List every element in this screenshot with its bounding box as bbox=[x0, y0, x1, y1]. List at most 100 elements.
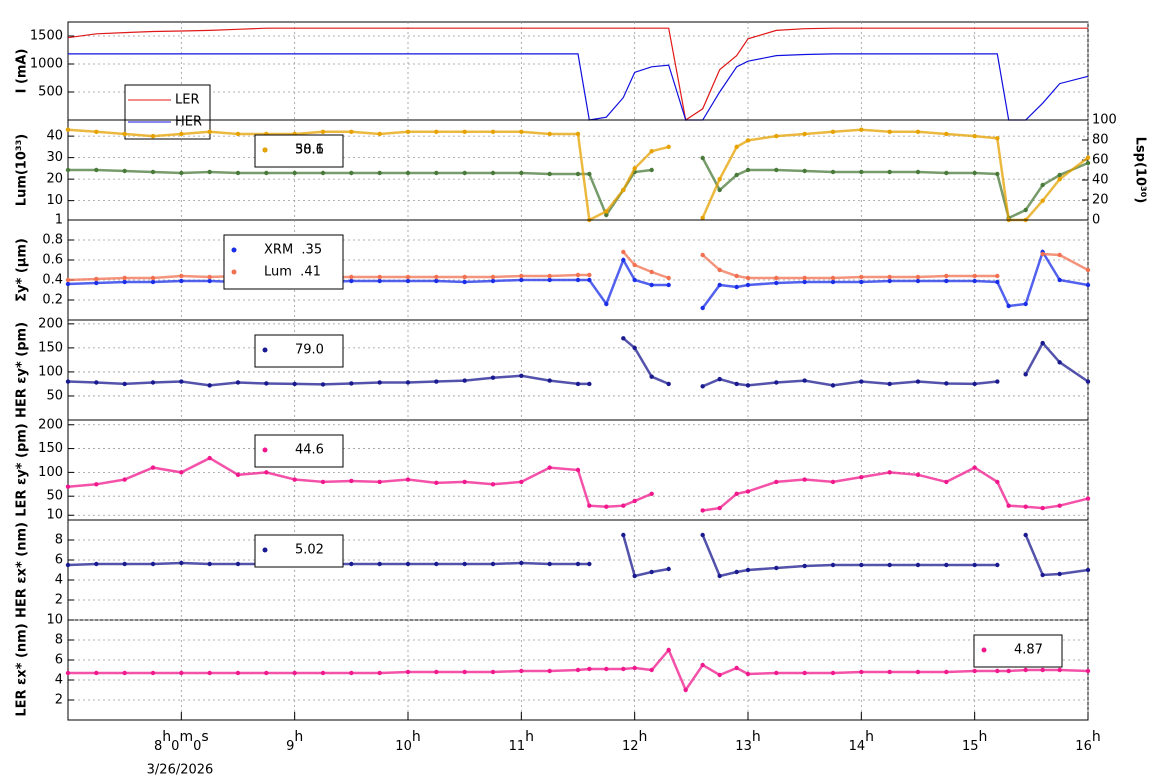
data-point bbox=[1040, 251, 1045, 257]
data-point bbox=[179, 278, 184, 284]
data-point bbox=[666, 566, 671, 572]
data-point bbox=[179, 273, 184, 279]
data-point bbox=[734, 569, 739, 575]
data-point bbox=[887, 278, 892, 284]
y-tick-label: 1 bbox=[55, 213, 63, 228]
legend-box bbox=[254, 434, 344, 468]
data-point bbox=[150, 279, 156, 285]
legend-marker bbox=[262, 147, 268, 153]
data-point bbox=[575, 381, 581, 387]
data-point bbox=[490, 129, 496, 135]
data-point bbox=[1057, 360, 1062, 365]
data-point bbox=[734, 273, 739, 279]
data-point bbox=[717, 573, 722, 579]
data-point bbox=[122, 561, 127, 567]
data-point bbox=[1023, 667, 1028, 673]
data-point bbox=[150, 275, 156, 281]
data-point bbox=[915, 669, 921, 675]
data-point bbox=[320, 479, 326, 485]
data-point bbox=[292, 381, 297, 387]
data-point bbox=[859, 669, 864, 675]
data-point bbox=[462, 479, 467, 485]
data-point bbox=[65, 484, 71, 489]
data-point bbox=[462, 561, 467, 567]
data-point bbox=[649, 148, 654, 154]
data-point bbox=[587, 171, 592, 177]
x-tick-label: 16h bbox=[1075, 729, 1100, 754]
data-point bbox=[1057, 667, 1062, 673]
data-point bbox=[292, 170, 297, 176]
data-point bbox=[587, 381, 592, 387]
data-point bbox=[349, 670, 354, 676]
data-point bbox=[944, 131, 949, 137]
data-point bbox=[632, 573, 637, 579]
data-point bbox=[1085, 567, 1091, 573]
y-axis-label: HER εx* (nm) bbox=[15, 522, 30, 618]
data-point bbox=[717, 187, 722, 193]
legend-label: 79.0 bbox=[295, 343, 324, 358]
x-tick-label: 13h bbox=[735, 729, 760, 754]
data-point bbox=[972, 562, 977, 568]
data-point bbox=[207, 129, 212, 135]
data-point bbox=[1023, 504, 1028, 509]
data-point bbox=[830, 670, 836, 676]
data-point bbox=[802, 168, 807, 174]
data-point bbox=[859, 279, 864, 285]
y2-tick-label: 60 bbox=[1092, 153, 1109, 168]
data-point bbox=[944, 562, 949, 568]
data-point bbox=[462, 170, 467, 176]
data-point bbox=[377, 170, 382, 176]
data-point bbox=[587, 561, 592, 567]
y-tick-label: 150 bbox=[38, 441, 63, 456]
data-point bbox=[859, 169, 864, 175]
data-point bbox=[734, 665, 739, 671]
data-point bbox=[434, 480, 439, 486]
x-tick-label: 14h bbox=[849, 729, 874, 754]
data-point bbox=[1057, 503, 1062, 508]
y-tick-label: 150 bbox=[38, 340, 63, 355]
data-point bbox=[887, 274, 892, 280]
data-point bbox=[745, 383, 751, 388]
y2-tick-label: 100 bbox=[1092, 113, 1117, 128]
data-point bbox=[264, 381, 269, 386]
data-point bbox=[774, 133, 779, 139]
data-point bbox=[632, 166, 637, 171]
data-point bbox=[434, 561, 439, 567]
data-point bbox=[377, 670, 382, 676]
data-point bbox=[1006, 503, 1011, 508]
data-point bbox=[405, 129, 411, 135]
data-point bbox=[717, 282, 722, 288]
data-point bbox=[150, 380, 156, 385]
data-point bbox=[717, 267, 722, 273]
data-point bbox=[377, 380, 382, 385]
legend-box bbox=[973, 634, 1063, 668]
data-point bbox=[700, 305, 705, 311]
data-point bbox=[122, 477, 127, 482]
data-point bbox=[434, 129, 439, 135]
data-point bbox=[972, 133, 977, 139]
data-point bbox=[150, 169, 156, 175]
y-tick-label: 8 bbox=[55, 533, 63, 548]
data-point bbox=[434, 170, 439, 176]
data-point bbox=[94, 380, 99, 385]
data-point bbox=[575, 561, 581, 567]
data-point bbox=[604, 301, 609, 307]
data-point bbox=[94, 670, 99, 676]
data-point bbox=[632, 277, 637, 283]
y-axis-label: Σy* (μm) bbox=[15, 238, 30, 302]
data-point bbox=[734, 381, 739, 387]
data-point bbox=[547, 131, 552, 137]
data-point bbox=[1057, 172, 1062, 178]
data-point bbox=[207, 561, 212, 567]
data-point bbox=[972, 273, 977, 279]
data-point bbox=[575, 131, 581, 137]
data-point bbox=[179, 170, 184, 176]
data-point bbox=[1085, 282, 1091, 288]
data-point bbox=[122, 131, 127, 137]
data-point bbox=[575, 467, 581, 473]
data-point bbox=[666, 275, 671, 281]
data-point bbox=[859, 562, 864, 568]
legend-label: 50.1 bbox=[295, 143, 324, 158]
data-point bbox=[632, 262, 637, 268]
data-point bbox=[915, 562, 921, 568]
